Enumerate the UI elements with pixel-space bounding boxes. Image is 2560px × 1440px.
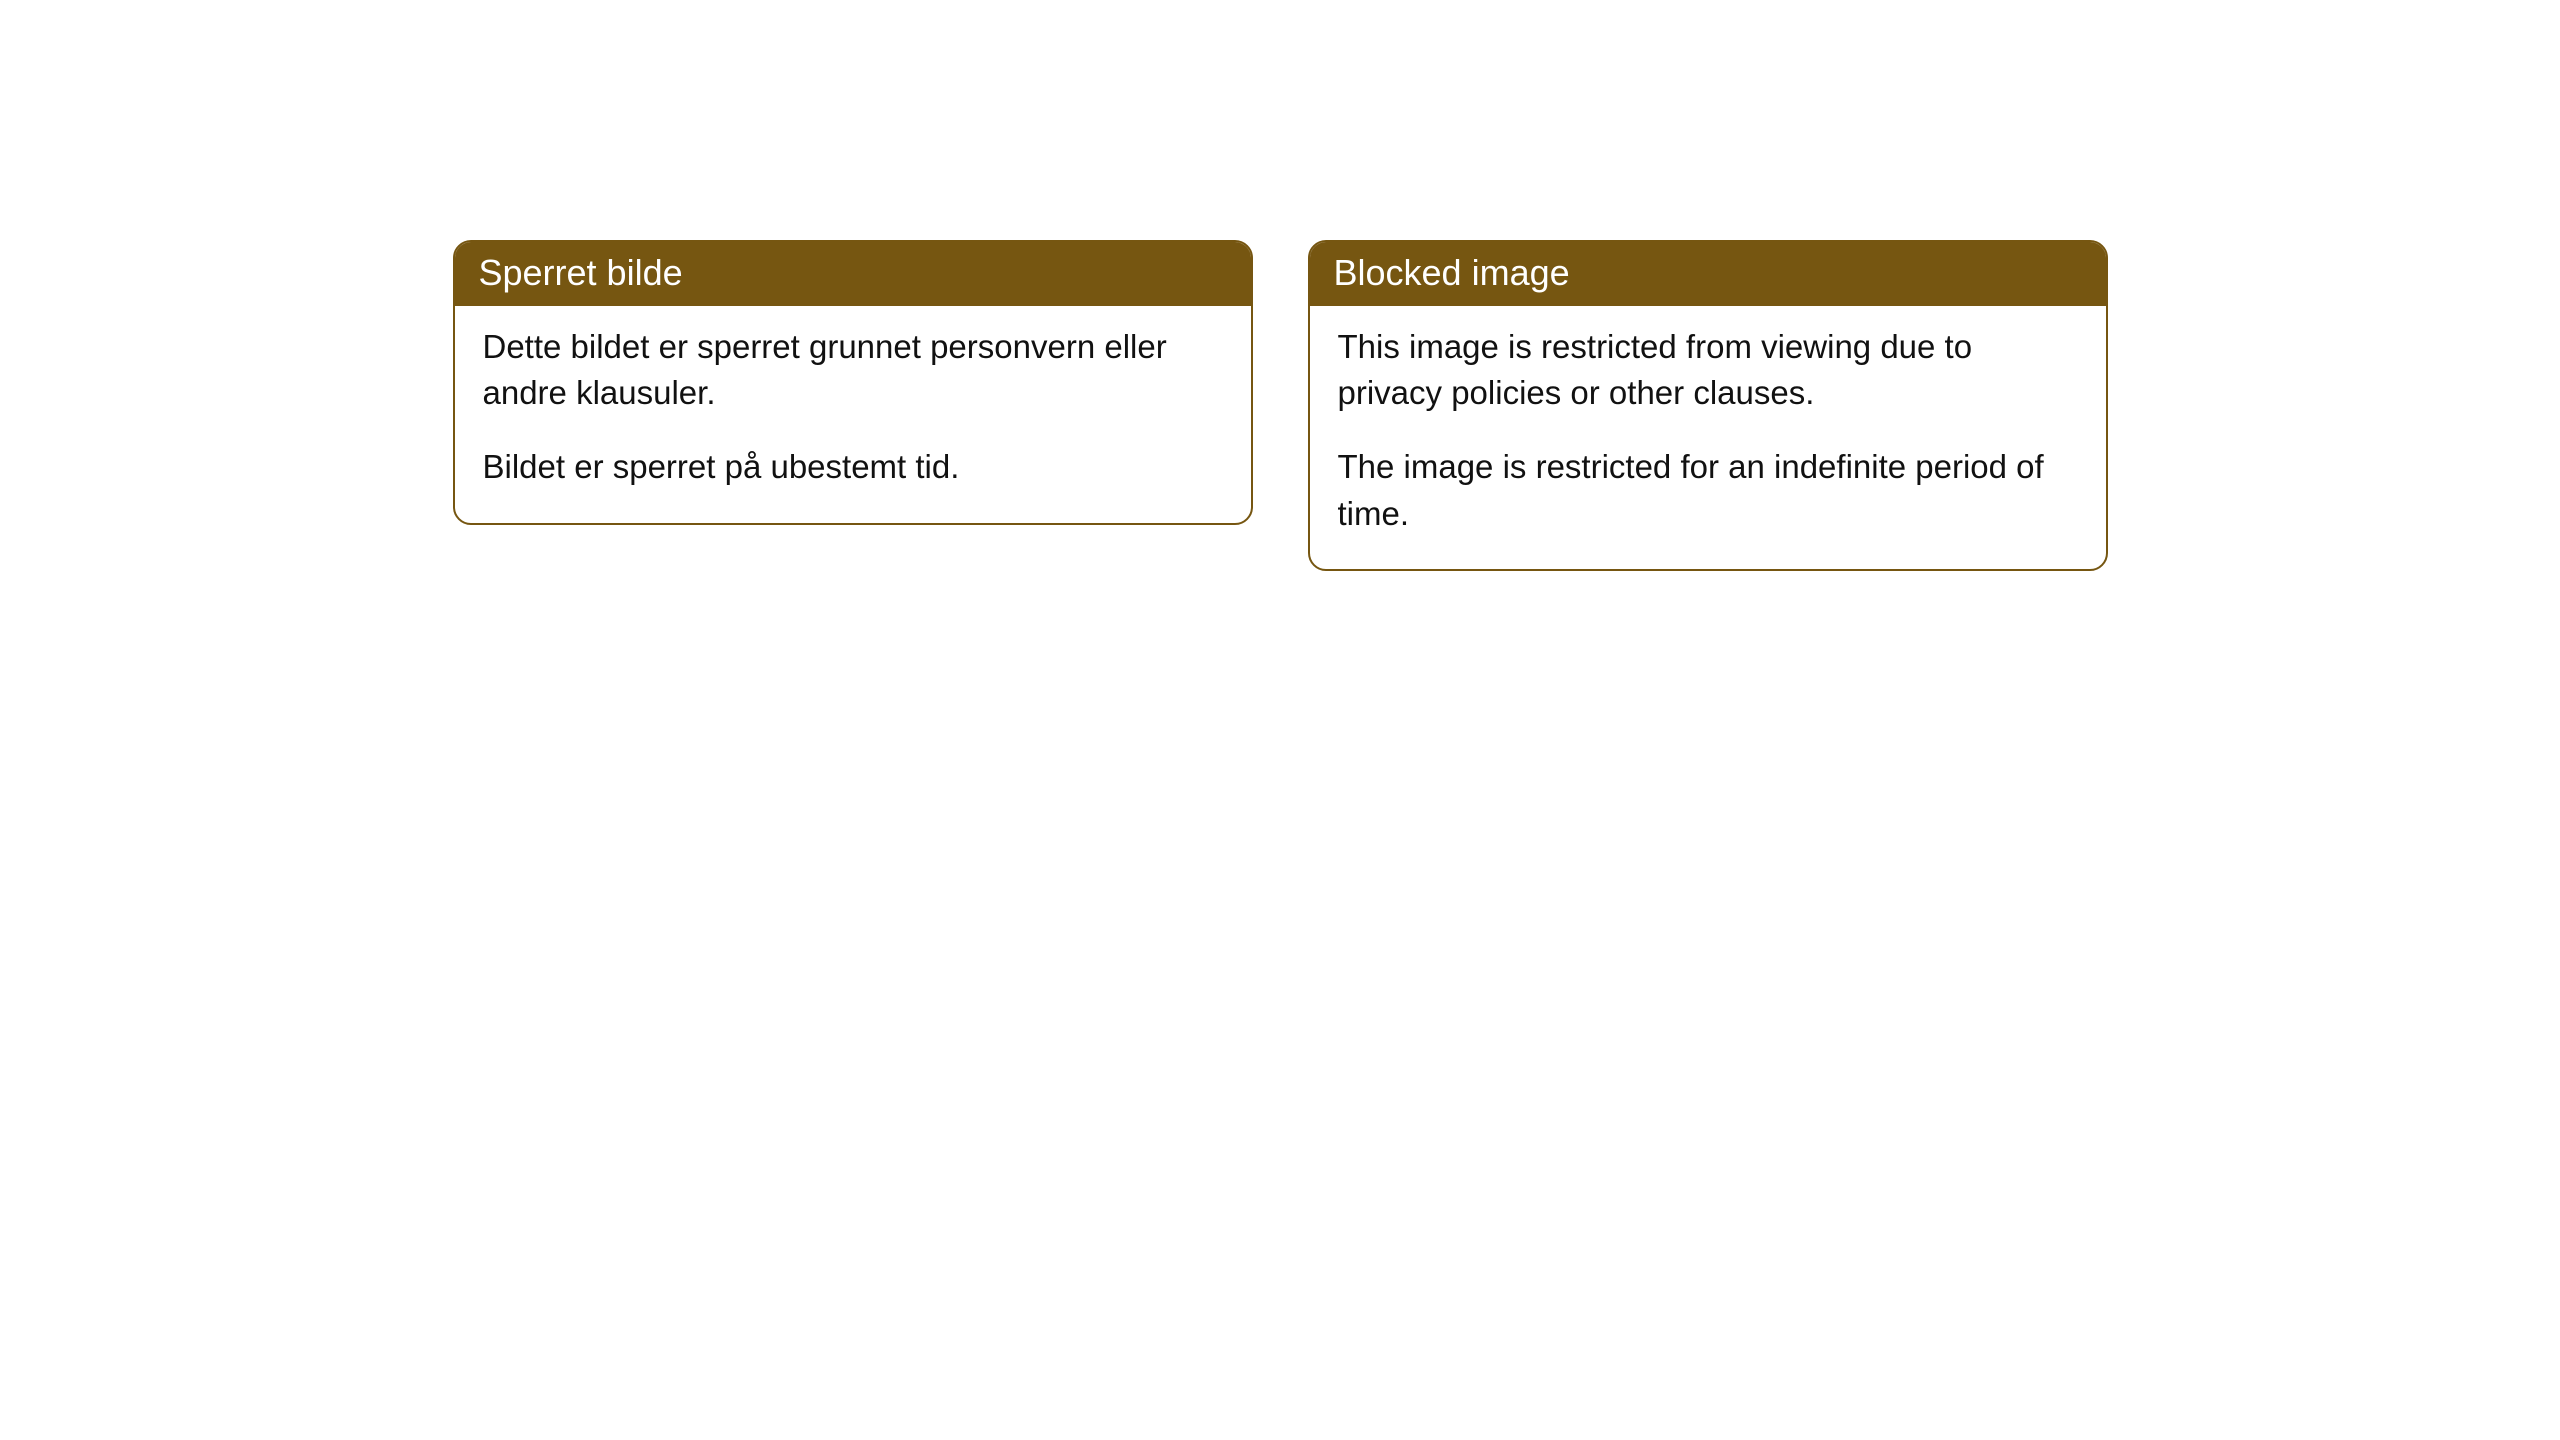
- notice-box-english: Blocked image This image is restricted f…: [1308, 240, 2108, 571]
- notice-text-english-1: This image is restricted from viewing du…: [1338, 324, 2078, 416]
- notice-box-norwegian: Sperret bilde Dette bildet er sperret gr…: [453, 240, 1253, 525]
- notice-header-english: Blocked image: [1310, 242, 2106, 306]
- notice-body-english: This image is restricted from viewing du…: [1310, 306, 2106, 569]
- notice-container: Sperret bilde Dette bildet er sperret gr…: [453, 240, 2108, 1440]
- notice-header-norwegian: Sperret bilde: [455, 242, 1251, 306]
- notice-text-norwegian-2: Bildet er sperret på ubestemt tid.: [483, 444, 1223, 490]
- notice-text-norwegian-1: Dette bildet er sperret grunnet personve…: [483, 324, 1223, 416]
- notice-body-norwegian: Dette bildet er sperret grunnet personve…: [455, 306, 1251, 523]
- notice-text-english-2: The image is restricted for an indefinit…: [1338, 444, 2078, 536]
